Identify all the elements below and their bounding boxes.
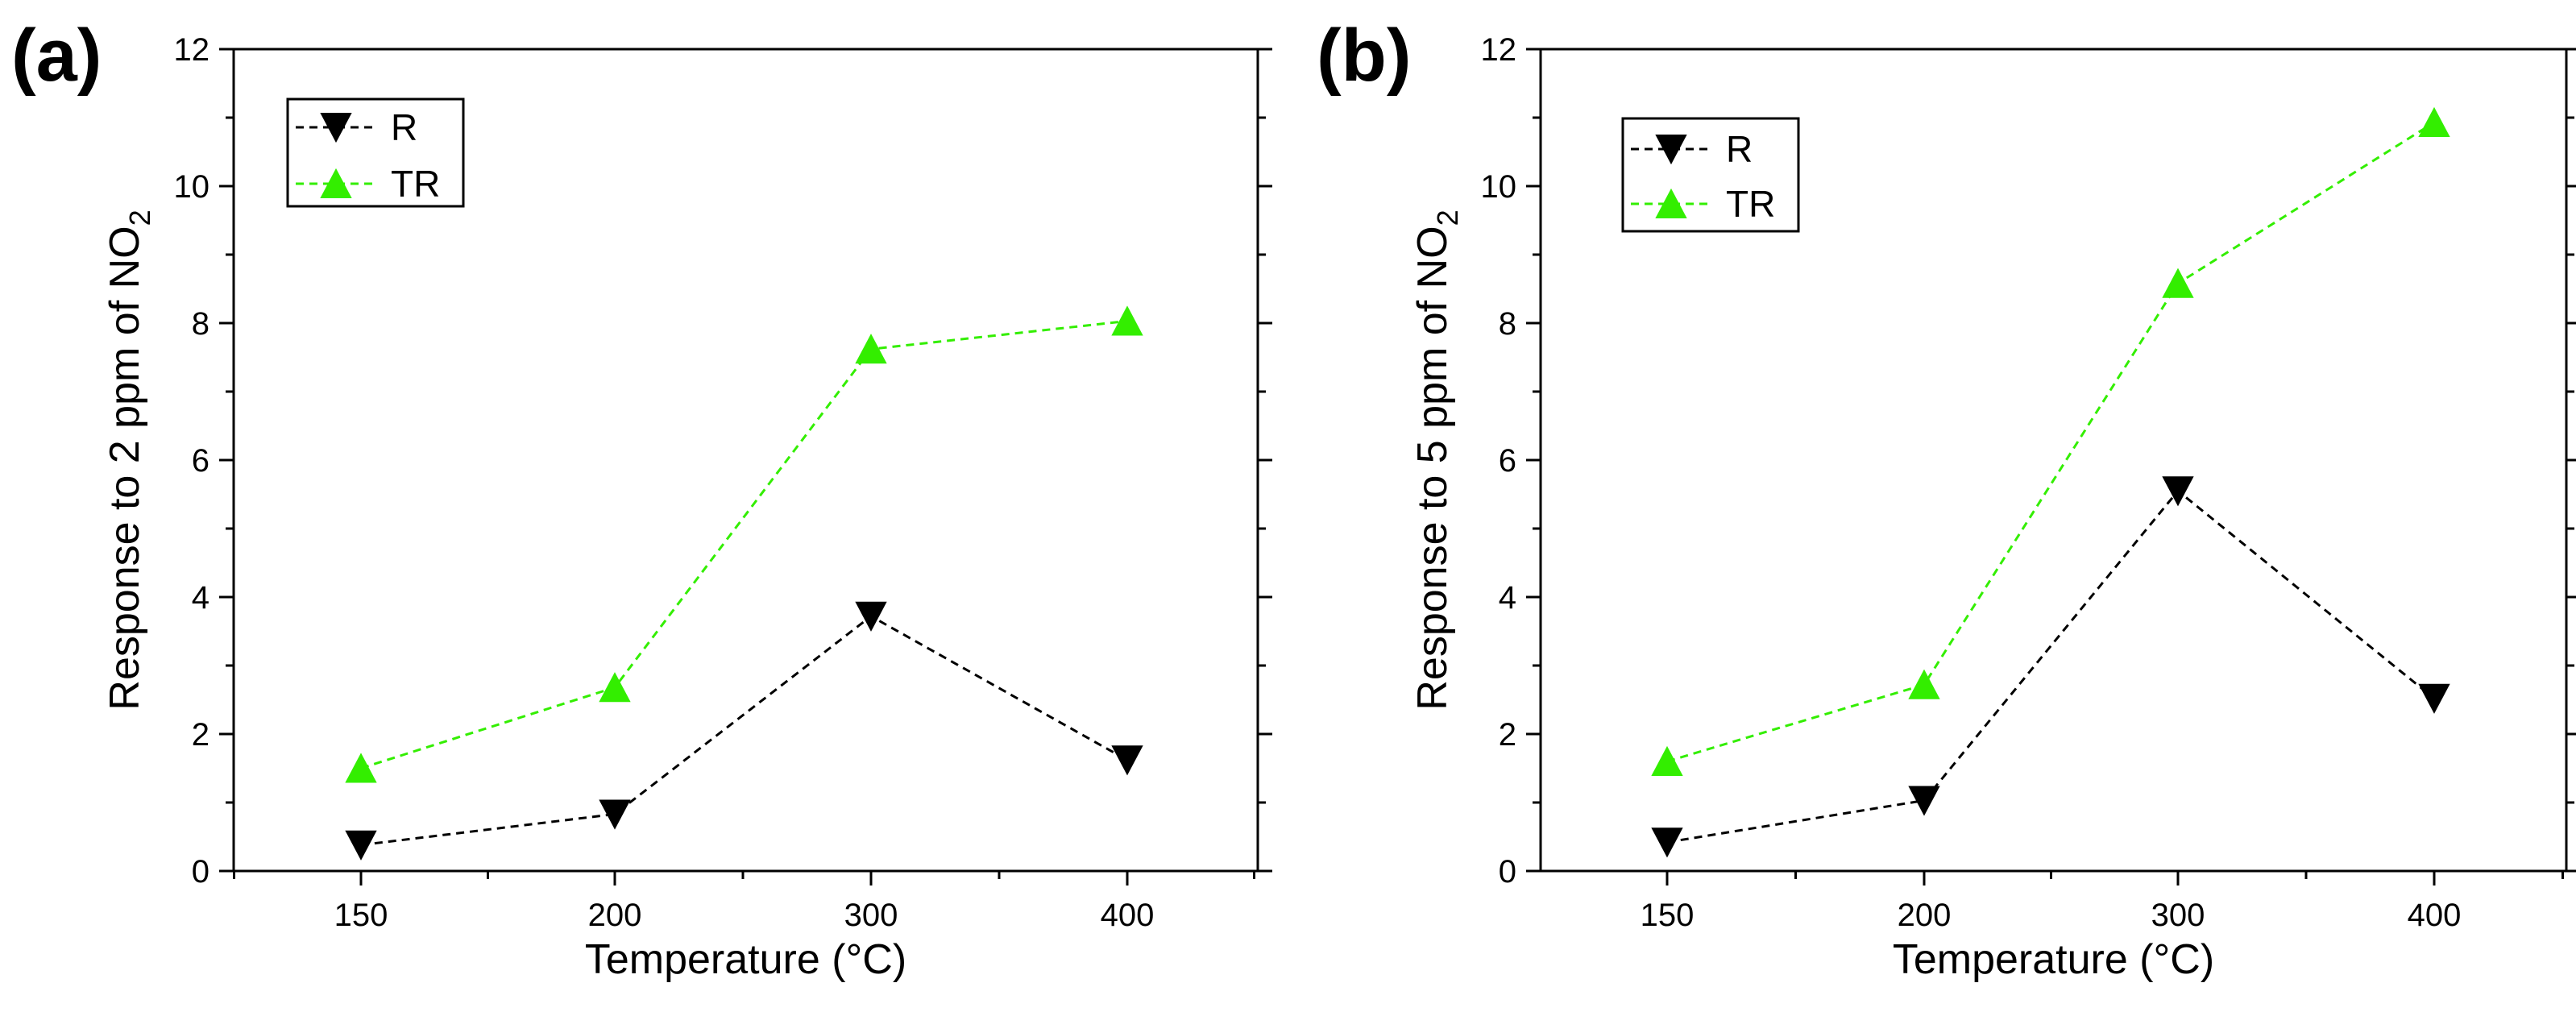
y-tick-label: 12 [1481, 32, 1517, 68]
x-axis-title: Temperature (°C) [1893, 936, 2214, 983]
y-tick-label: 4 [1499, 580, 1516, 616]
y-tick-label: 8 [1499, 306, 1516, 342]
data-point-r-150 [1651, 827, 1683, 858]
y-tick-label: 10 [174, 169, 210, 205]
data-point-r-400 [2418, 683, 2450, 714]
x-tick-label: 150 [334, 898, 388, 933]
legend-label-r: R [1726, 128, 1753, 170]
y-axis-title-subscript: 2 [123, 209, 156, 226]
series-line-r [360, 615, 1128, 847]
legend-marker-tr [320, 168, 352, 198]
data-point-tr-300 [855, 334, 887, 364]
panel-label: (b) [1317, 15, 1411, 97]
x-axis-title: Temperature (°C) [585, 936, 906, 983]
x-tick-label: 300 [844, 898, 898, 933]
data-point-tr-400 [2418, 106, 2450, 137]
data-point-tr-150 [345, 753, 377, 783]
y-tick-label: 8 [192, 306, 209, 342]
y-tick-label: 4 [192, 580, 209, 616]
x-tick-label: 200 [588, 898, 642, 933]
legend-box [286, 97, 465, 208]
legend-box [1621, 117, 1800, 233]
y-tick-label: 2 [192, 717, 209, 753]
data-point-r-300 [2162, 476, 2194, 507]
data-point-tr-400 [1111, 305, 1143, 336]
data-point-r-200 [599, 799, 631, 830]
data-point-r-300 [855, 601, 887, 632]
x-tick-label: 300 [2151, 898, 2205, 933]
legend-marker-r [320, 113, 352, 143]
x-tick-label: 200 [1898, 898, 1952, 933]
x-tick-label: 150 [1641, 898, 1695, 933]
series-line-r [1666, 489, 2435, 844]
legend-label-r: R [391, 106, 417, 148]
y-axis-title: Response to 2 ppm of NO2 [102, 209, 156, 710]
panel-label: (a) [11, 15, 102, 97]
y-axis-title-main: Response to 5 ppm of NO [1409, 226, 1456, 710]
chart-panel-a: (a) 0 2 4 6 8 10 12 150 200 300 400 Temperature (°C)… [11, 15, 1272, 983]
x-tick-label: 400 [2408, 898, 2462, 933]
y-tick-label: 12 [174, 32, 210, 68]
data-point-r-200 [1908, 786, 1940, 816]
y-axis-title: Response to 5 ppm of NO2 [1409, 209, 1464, 710]
data-point-tr-200 [1908, 669, 1940, 699]
legend-marker-r [1655, 135, 1687, 165]
data-point-tr-150 [1651, 745, 1683, 776]
x-tick-label: 400 [1101, 898, 1155, 933]
series-line-tr [360, 319, 1128, 769]
data-point-r-400 [1111, 745, 1143, 776]
y-tick-label: 6 [192, 443, 209, 479]
legend-label-tr: TR [1726, 183, 1775, 225]
y-tick-label: 10 [1481, 169, 1517, 205]
legend-label-tr: TR [391, 163, 440, 205]
y-tick-label: 0 [192, 854, 209, 890]
y-axis-title-subscript: 2 [1431, 209, 1464, 226]
legend-marker-tr [1655, 188, 1687, 218]
data-point-tr-300 [2162, 268, 2194, 298]
y-tick-label: 6 [1499, 443, 1516, 479]
y-axis-title-main: Response to 2 ppm of NO [102, 226, 148, 710]
data-point-r-150 [345, 830, 377, 861]
y-tick-label: 0 [1499, 854, 1516, 890]
y-tick-label: 2 [1499, 717, 1516, 753]
series-line-tr [1666, 121, 2435, 763]
data-point-tr-200 [599, 672, 631, 703]
chart-panel-b: (b) 0 2 4 6 8 10 12 150 200 300 400 Temperature (°C)… [1317, 15, 2576, 983]
